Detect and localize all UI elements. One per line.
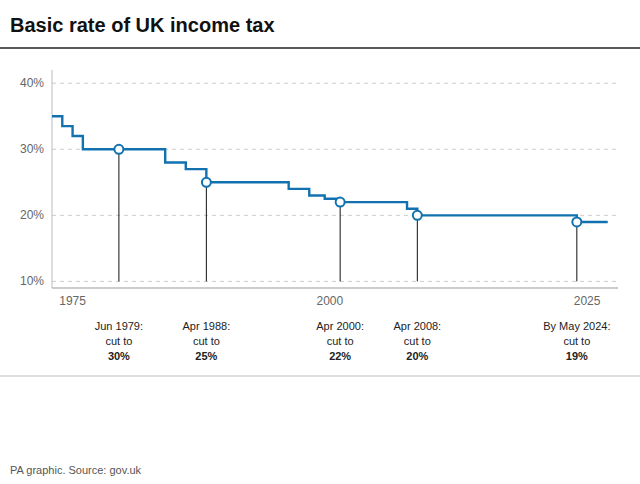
y-tick-label: 30% <box>20 142 44 156</box>
title-rule <box>0 47 640 49</box>
annotation: cut to <box>105 335 132 347</box>
data <box>52 116 608 281</box>
grid-line <box>52 83 618 84</box>
step-line <box>52 116 608 222</box>
annotation: cut to <box>404 335 431 347</box>
annotation: cut to <box>563 335 590 347</box>
annotation: Apr 2008: <box>393 320 441 332</box>
annotation: Jun 1979: <box>95 320 143 332</box>
drop-line <box>206 182 207 281</box>
y-tick-label: 10% <box>20 274 44 288</box>
grid-line <box>52 281 618 282</box>
y-tick-label: 40% <box>20 76 44 90</box>
grid <box>52 83 618 281</box>
x-tick-label: 2000 <box>317 294 344 308</box>
marker <box>336 198 345 207</box>
y-axis-line <box>52 70 53 288</box>
source: PA graphic. Source: gov.uk <box>10 464 142 476</box>
x-tick-label: 2025 <box>574 294 601 308</box>
annotation: 22% <box>329 350 351 362</box>
background <box>0 0 640 484</box>
annotation: 20% <box>406 350 428 362</box>
x-axis-line <box>52 288 618 289</box>
separator <box>0 376 640 377</box>
annotation: 19% <box>566 350 588 362</box>
chart: Basic rate of UK income tax 10% 20% 30% 40% 1… <box>0 0 640 484</box>
title: Basic rate of UK income tax <box>10 14 275 36</box>
annotation: Apr 2000: <box>316 320 364 332</box>
marker <box>572 217 581 226</box>
drop-line <box>340 202 341 281</box>
marker <box>114 145 123 154</box>
annotation: By May 2024: <box>543 320 610 332</box>
marker <box>202 178 211 187</box>
annotation: cut to <box>193 335 220 347</box>
marker <box>413 211 422 220</box>
x-tick-label: 1975 <box>59 294 86 308</box>
annotation: 25% <box>195 350 217 362</box>
y-tick-label: 20% <box>20 208 44 222</box>
drop-line <box>417 215 418 281</box>
annotation: Apr 1988: <box>183 320 231 332</box>
drop-line <box>576 222 577 281</box>
annotation: 30% <box>108 350 130 362</box>
annotation: cut to <box>327 335 354 347</box>
drop-line <box>118 149 119 281</box>
